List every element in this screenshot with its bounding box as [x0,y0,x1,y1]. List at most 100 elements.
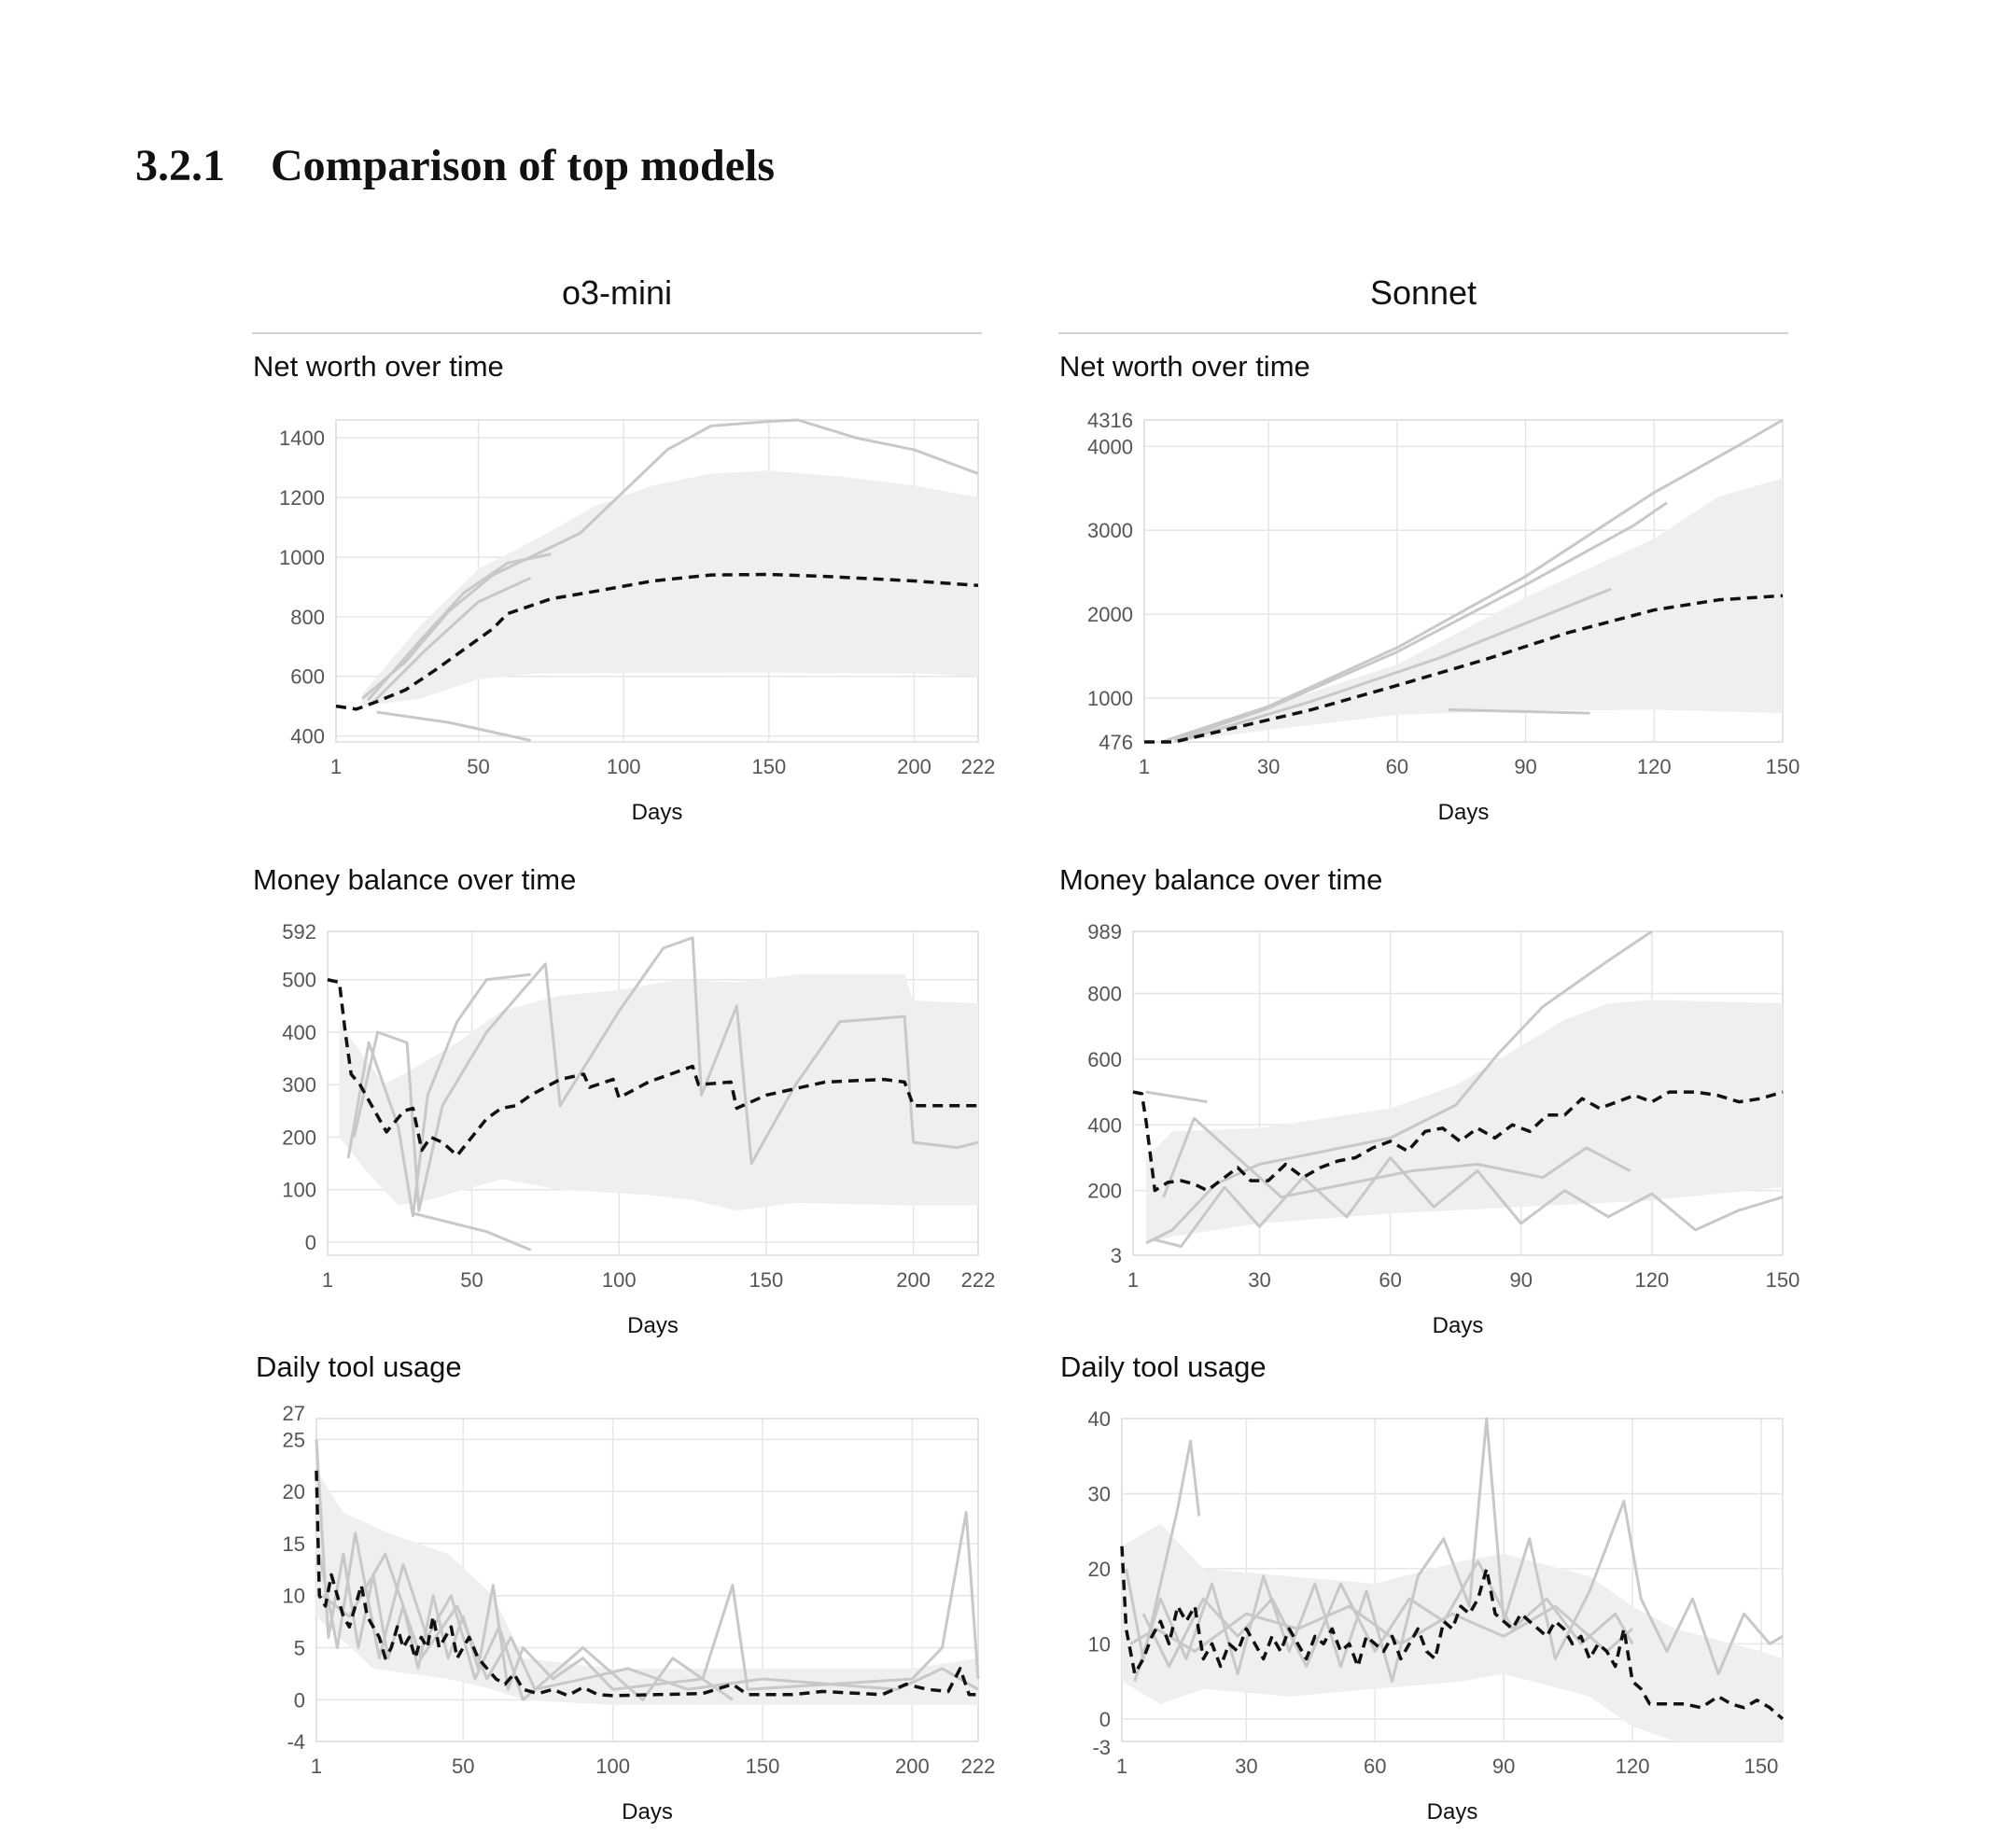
y-tick-label: 1000 [1087,687,1133,710]
column-divider-sonnet [1058,332,1788,334]
run-line [1125,1439,1201,1660]
y-tick-label: 476 [1099,731,1133,754]
run-line [1133,1417,1784,1684]
y-tick-label: 800 [1087,983,1122,1006]
run-line [346,972,531,1218]
x-tick-label: 50 [452,1755,474,1778]
y-tick-label: 25 [283,1428,305,1451]
x-tick-label: 150 [749,1268,784,1292]
x-tick-label: 222 [961,1755,996,1778]
x-axis-label: Days [622,1799,673,1825]
mean-line [335,572,979,711]
section-heading: 3.2.1 Comparison of top models [135,140,775,192]
x-tick-label: 90 [1509,1268,1532,1292]
x-tick-label: 150 [1744,1755,1779,1778]
mean-line [327,978,978,1157]
run-line [1448,708,1590,715]
chart-sonnet-tools: 1 30 60 90 120 150 -3 0 10 20 30 40 Days [1088,1407,1785,1825]
x-tick-label: 1 [322,1268,333,1292]
y-tick-label: 400 [282,1021,316,1044]
run-line [1162,1116,1631,1199]
column-divider-o3-mini [252,332,982,334]
x-tick-label: 150 [746,1755,780,1778]
column-title-sonnet: Sonnet [1369,273,1477,312]
section-number: 3.2.1 [135,141,225,190]
y-tick-label: 27 [283,1402,305,1425]
x-tick-label: 222 [961,1268,996,1292]
run-line [372,576,532,703]
y-tick-label: 200 [1087,1180,1122,1203]
x-tick-label: 1 [311,1755,322,1778]
run-line [1154,1155,1784,1248]
panel-title-o3-tool-usage: Daily tool usage [256,1350,462,1383]
x-tick-label: 100 [595,1755,630,1778]
chart-sonnet-money: 1 30 60 90 120 150 3 200 400 600 800 989 Days [1087,920,1799,1338]
run-line [1145,930,1653,1245]
x-tick-label: 60 [1364,1755,1386,1778]
y-tick-label: 800 [290,606,325,629]
run-line [1145,1090,1208,1104]
x-tick-label: 100 [607,755,641,778]
y-tick-label: 592 [282,920,316,944]
range-band [339,974,979,1211]
y-tick-label: 3000 [1087,519,1133,542]
x-tick-label: 30 [1257,755,1280,778]
x-tick-label: 50 [467,755,489,778]
range-band [362,470,979,706]
x-axis-label: Days [627,1313,679,1338]
run-line [352,936,979,1212]
mean-line [1120,1545,1785,1721]
panel-title-sonnet-money-balance: Money balance over time [1059,863,1383,896]
x-tick-label: 222 [961,755,996,778]
y-tick-label: 300 [282,1073,316,1097]
x-tick-label: 200 [897,755,931,778]
x-tick-label: 1 [330,755,342,778]
chart-sonnet-net: 1 30 60 90 120 150 476 1000 2000 3000 4000 4316 Days [1087,409,1799,825]
y-tick-label: 10 [1088,1632,1111,1656]
run-line [1160,418,1784,744]
column-title-o3-mini: o3-mini [561,273,673,312]
y-tick-label: 5 [294,1637,305,1660]
y-tick-label: 1400 [279,427,325,450]
panel-title-o3-net-worth: Net worth over time [253,350,504,383]
panel-title-sonnet-tool-usage: Daily tool usage [1060,1350,1267,1383]
run-line [1141,1559,1634,1669]
y-tick-label: 10 [283,1585,305,1608]
panel-title-o3-money-balance: Money balance over time [253,863,577,896]
range-band [1146,1000,1783,1243]
run-line [1129,1604,1634,1653]
y-tick-label: 30 [1088,1482,1111,1505]
y-tick-label: 4316 [1087,409,1133,432]
y-tick-label: 400 [290,725,325,748]
x-axis-label: Days [1438,800,1490,825]
y-tick-label: 3 [1111,1244,1122,1267]
range-band [1122,1523,1783,1741]
x-tick-label: 30 [1235,1755,1257,1778]
run-line [317,1531,734,1701]
x-tick-label: 120 [1635,1268,1670,1292]
x-tick-label: 1 [1139,755,1150,778]
run-line [1173,501,1668,743]
y-tick-label: 0 [1099,1708,1111,1731]
range-band [1174,478,1783,742]
y-tick-label: 40 [1088,1407,1111,1431]
run-line [367,552,552,702]
x-axis-label: Days [632,800,683,825]
run-line [361,418,979,700]
mean-line [1144,594,1784,744]
y-tick-label: 200 [282,1126,316,1149]
x-tick-label: 100 [602,1268,637,1292]
y-tick-label: 600 [290,665,325,689]
y-tick-label: 600 [1087,1048,1122,1071]
y-tick-label: 0 [305,1231,316,1254]
x-tick-label: 150 [1766,1268,1800,1292]
x-tick-label: 90 [1492,1755,1515,1778]
x-tick-label: 120 [1616,1755,1650,1778]
x-tick-label: 200 [896,1268,931,1292]
y-tick-label: 20 [283,1480,305,1503]
run-line [376,710,531,742]
